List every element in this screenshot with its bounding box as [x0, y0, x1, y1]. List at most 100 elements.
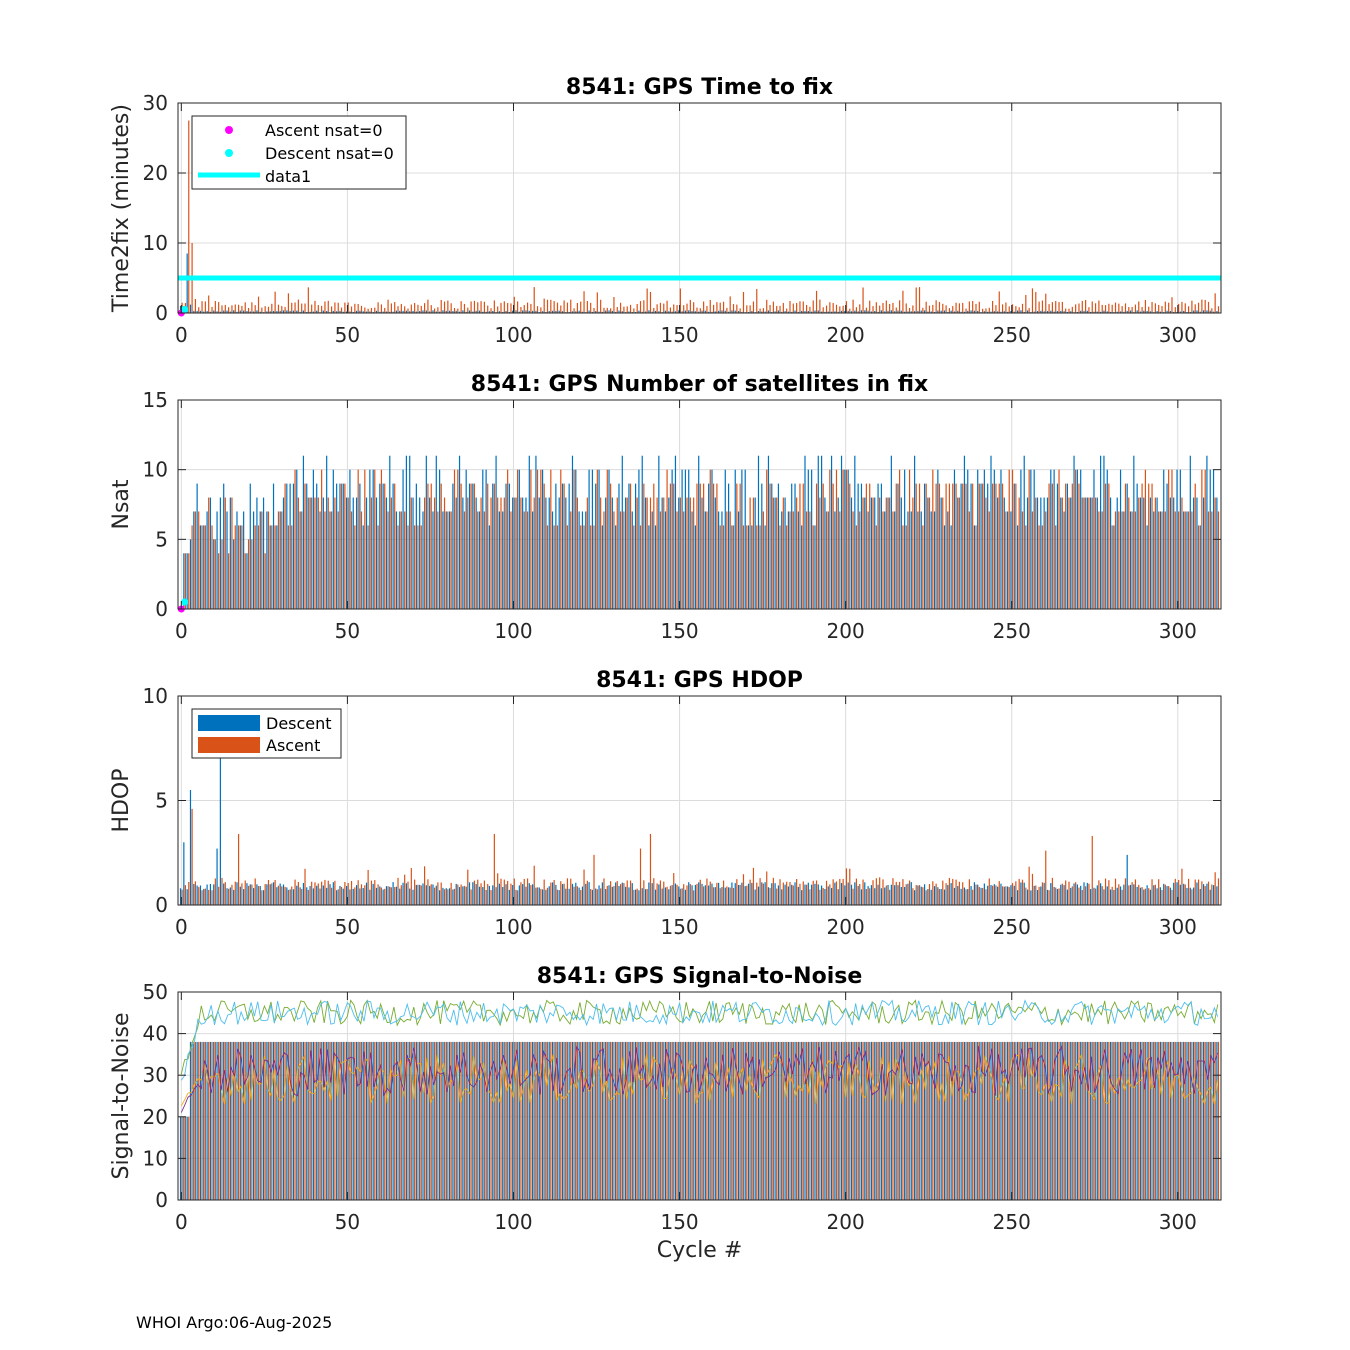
bar-descent	[1106, 886, 1108, 905]
bar-ascent	[241, 883, 243, 905]
bar-descent	[983, 311, 985, 313]
bar-ascent	[616, 497, 618, 609]
bar-ascent	[779, 879, 781, 905]
bar-ascent	[865, 483, 867, 609]
bar-snr-descent	[644, 1041, 647, 1200]
bar-descent	[1139, 311, 1142, 313]
bar-snr-ascent	[397, 1041, 399, 1200]
bar-ascent	[1031, 511, 1034, 609]
bar-ascent	[972, 483, 974, 609]
bar-descent	[644, 497, 647, 609]
bar-descent	[512, 310, 514, 313]
bar-ascent	[526, 302, 529, 313]
bar-ascent	[653, 307, 655, 313]
bar-snr-descent	[648, 1041, 650, 1200]
bar-ascent	[945, 305, 947, 313]
bar-descent	[801, 890, 803, 905]
bar-descent	[1106, 469, 1108, 609]
bar-ascent	[433, 497, 436, 609]
bar-descent	[1179, 884, 1181, 905]
bar-ascent	[1021, 879, 1024, 905]
bar-descent	[488, 311, 491, 313]
bar-snr-ascent	[294, 1041, 296, 1200]
x-tick-label: 250	[993, 915, 1031, 939]
bar-snr-ascent	[543, 1041, 545, 1200]
bar-descent	[744, 886, 746, 905]
bar-ascent	[546, 887, 549, 905]
bar-snr-ascent	[440, 1041, 442, 1200]
bar-ascent	[1071, 306, 1073, 313]
bar-ascent	[952, 483, 954, 609]
bar-descent	[522, 884, 524, 905]
bar-descent	[1066, 311, 1069, 313]
bar-descent	[502, 887, 504, 905]
bar-snr-descent	[877, 1041, 879, 1200]
bar-descent	[1183, 511, 1185, 609]
bar-ascent	[1045, 293, 1047, 313]
bar-ascent	[709, 881, 711, 905]
bar-descent	[575, 469, 577, 609]
bar-snr-ascent	[855, 1041, 858, 1200]
bar-descent	[362, 311, 364, 313]
bar-descent	[302, 455, 305, 609]
bar-descent	[691, 311, 693, 313]
bar-snr-ascent	[560, 1041, 562, 1200]
bar-snr-descent	[492, 1041, 494, 1200]
bar-snr-descent	[425, 1041, 427, 1200]
bar-ascent	[224, 304, 226, 313]
bar-ascent	[1104, 483, 1107, 609]
bar-ascent	[483, 880, 485, 905]
bar-descent	[967, 889, 969, 905]
bar-ascent	[719, 302, 721, 313]
bar-descent	[794, 483, 796, 609]
bar-descent	[1000, 469, 1002, 609]
bar-descent	[548, 497, 550, 609]
bar-descent	[914, 890, 916, 905]
bar-ascent	[576, 886, 578, 905]
bar-descent	[392, 483, 394, 609]
bar-descent	[379, 886, 381, 905]
bar-descent	[784, 884, 786, 905]
bar-descent	[684, 310, 687, 313]
bar-descent	[266, 511, 268, 609]
bar-descent	[332, 882, 334, 905]
bar-descent	[1013, 885, 1015, 905]
bar-ascent	[254, 525, 256, 609]
bar-descent	[588, 882, 590, 905]
bar-ascent	[433, 887, 436, 905]
bar-ascent	[1211, 308, 1213, 313]
bar-ascent	[297, 497, 299, 609]
bar-ascent	[1124, 878, 1127, 905]
bar-descent	[900, 887, 902, 905]
bar-snr-descent	[1016, 1041, 1019, 1200]
bar-snr-ascent	[271, 1041, 273, 1200]
bar-descent	[674, 311, 677, 313]
bar-ascent	[679, 497, 681, 609]
bar-ascent	[683, 305, 685, 313]
bar-snr-ascent	[1094, 1041, 1097, 1200]
bar-ascent	[829, 884, 831, 905]
bar-descent	[256, 310, 258, 313]
bar-descent	[292, 310, 295, 313]
bar-descent	[389, 886, 391, 905]
bar-snr-descent	[957, 1041, 959, 1200]
bar-snr-ascent	[689, 1041, 691, 1200]
bar-descent	[399, 310, 401, 313]
bar-descent	[405, 455, 407, 609]
bar-snr-descent	[1033, 1041, 1035, 1200]
bar-ascent	[284, 306, 286, 313]
bar-snr-ascent	[1171, 1041, 1173, 1200]
bar-snr-ascent	[198, 1041, 200, 1200]
bar-ascent	[729, 887, 731, 905]
bar-ascent	[1174, 878, 1176, 905]
bar-snr-ascent	[1104, 1041, 1107, 1200]
bar-ascent	[912, 305, 914, 313]
bar-ascent	[812, 300, 814, 313]
bar-descent	[797, 311, 799, 313]
bar-ascent	[703, 483, 705, 609]
bar-ascent	[251, 302, 253, 313]
bar-descent	[678, 310, 680, 313]
bar-ascent	[749, 497, 751, 609]
bar-descent	[727, 311, 730, 313]
bar-descent	[1023, 882, 1025, 905]
